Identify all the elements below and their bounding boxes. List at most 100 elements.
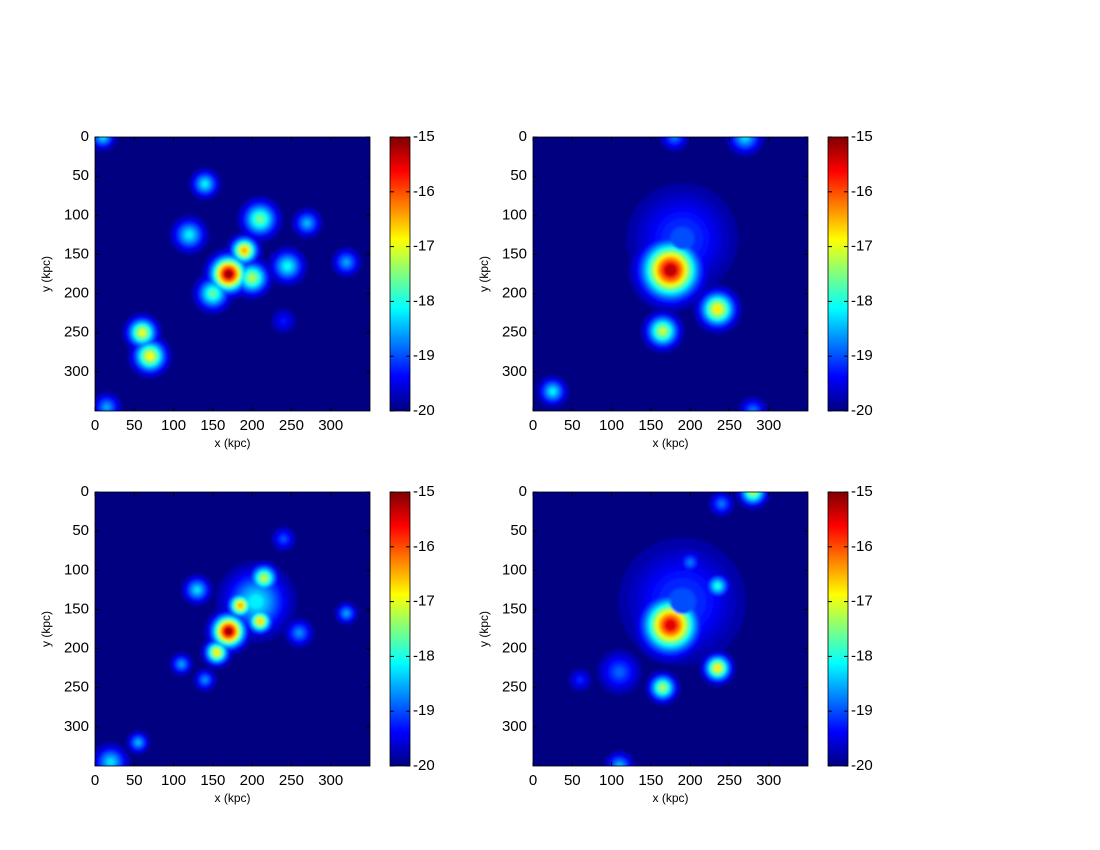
x-axis-label: x (kpc) bbox=[215, 791, 251, 805]
blob-core bbox=[179, 662, 184, 667]
axes-frame bbox=[532, 136, 809, 412]
colorbar-tick-label: -17 bbox=[851, 593, 873, 610]
colorbar-tick-label: -16 bbox=[413, 538, 435, 555]
heatmap bbox=[533, 492, 808, 766]
heatmap-field bbox=[95, 526, 359, 766]
x-tick-label: 250 bbox=[717, 417, 742, 434]
blob-core bbox=[719, 501, 725, 507]
heatmap-field bbox=[95, 137, 363, 411]
y-tick-label: 150 bbox=[502, 245, 527, 262]
heatmap bbox=[533, 137, 808, 411]
colorbar-tick-label: -17 bbox=[413, 238, 435, 255]
colorbar-tick-label: -18 bbox=[413, 292, 435, 309]
blob-core bbox=[214, 649, 220, 655]
colorbar-tick-label: -18 bbox=[851, 292, 873, 309]
blob-core bbox=[549, 388, 556, 395]
x-tick-label: 100 bbox=[161, 772, 186, 789]
blob-core bbox=[664, 619, 677, 631]
y-tick-label: 150 bbox=[502, 600, 527, 617]
colorbar-tick-label: -16 bbox=[851, 183, 873, 200]
colorbar-tick-label: -19 bbox=[851, 347, 873, 364]
x-tick-label: 50 bbox=[126, 772, 143, 789]
colorbar-tick-label: -15 bbox=[851, 483, 873, 500]
blob-core bbox=[248, 274, 256, 282]
blob-core bbox=[664, 264, 677, 277]
colorbar-tick-label: -20 bbox=[851, 757, 873, 774]
x-tick-label: 100 bbox=[599, 772, 624, 789]
blob-core bbox=[241, 247, 248, 254]
colorbar-tick-label: -19 bbox=[851, 702, 873, 719]
blob-core bbox=[304, 220, 310, 226]
blob-core bbox=[100, 137, 106, 140]
y-tick-label: 200 bbox=[64, 640, 89, 657]
y-tick-label: 200 bbox=[502, 640, 527, 657]
y-tick-label: 300 bbox=[64, 363, 89, 380]
colorbar-tick-label: -15 bbox=[413, 483, 435, 500]
heatmap-field bbox=[568, 492, 772, 766]
y-tick-label: 0 bbox=[519, 483, 527, 500]
x-tick-label: 100 bbox=[599, 417, 624, 434]
y-tick-label: 50 bbox=[510, 522, 527, 539]
y-tick-label: 0 bbox=[81, 483, 89, 500]
y-tick-label: 100 bbox=[502, 561, 527, 578]
axes-frame bbox=[94, 136, 371, 412]
blob-core bbox=[669, 589, 695, 615]
blob-core bbox=[714, 665, 721, 671]
blob-core bbox=[139, 329, 146, 336]
x-axis-label: x (kpc) bbox=[653, 791, 689, 805]
colorbar-tick-label: -19 bbox=[413, 347, 435, 364]
x-tick-label: 200 bbox=[678, 772, 703, 789]
blob-core bbox=[202, 181, 208, 187]
colorbar-tick-label: -20 bbox=[413, 402, 435, 419]
x-tick-label: 150 bbox=[638, 417, 663, 434]
y-tick-label: 0 bbox=[81, 128, 89, 145]
colorbar-tick-label: -17 bbox=[413, 593, 435, 610]
x-tick-label: 50 bbox=[126, 417, 143, 434]
y-tick-label: 100 bbox=[64, 206, 89, 223]
blob-core bbox=[209, 290, 217, 298]
heatmap bbox=[95, 137, 370, 411]
colorbar-tick-label: -20 bbox=[851, 402, 873, 419]
axes-frame bbox=[94, 491, 371, 767]
y-tick-label: 200 bbox=[502, 285, 527, 302]
blob-core bbox=[615, 667, 624, 677]
blob-core bbox=[185, 231, 193, 239]
y-axis-label: y (kpc) bbox=[39, 256, 53, 292]
colorbar bbox=[389, 136, 411, 412]
blob-core bbox=[659, 684, 666, 691]
colorbar-tick-label: -17 bbox=[851, 238, 873, 255]
blob-core bbox=[750, 408, 756, 411]
y-tick-label: 300 bbox=[64, 718, 89, 735]
x-tick-label: 250 bbox=[717, 772, 742, 789]
colorbar-tick-label: -15 bbox=[413, 128, 435, 145]
x-tick-label: 200 bbox=[678, 417, 703, 434]
x-tick-label: 300 bbox=[756, 417, 781, 434]
blob-core bbox=[687, 559, 693, 565]
blob-core bbox=[296, 630, 303, 636]
y-tick-label: 150 bbox=[64, 245, 89, 262]
blob-core bbox=[577, 677, 583, 683]
colorbar-tick-label: -16 bbox=[851, 538, 873, 555]
blob-core bbox=[284, 262, 291, 270]
x-tick-label: 50 bbox=[564, 772, 581, 789]
blob-core bbox=[280, 318, 287, 324]
x-tick-label: 50 bbox=[564, 417, 581, 434]
heatmap-field bbox=[535, 137, 769, 411]
y-tick-label: 0 bbox=[519, 128, 527, 145]
x-tick-label: 150 bbox=[200, 772, 225, 789]
x-tick-label: 250 bbox=[279, 772, 304, 789]
colorbar-tick-label: -19 bbox=[413, 702, 435, 719]
blob-core bbox=[202, 677, 208, 683]
x-tick-label: 150 bbox=[200, 417, 225, 434]
x-tick-label: 0 bbox=[91, 417, 99, 434]
x-tick-label: 150 bbox=[638, 772, 663, 789]
y-tick-label: 150 bbox=[64, 600, 89, 617]
y-tick-label: 250 bbox=[64, 324, 89, 341]
blob-core bbox=[103, 404, 110, 410]
y-tick-label: 300 bbox=[502, 718, 527, 735]
blob-core bbox=[741, 137, 749, 141]
x-axis-label: x (kpc) bbox=[653, 436, 689, 450]
blob-core bbox=[256, 215, 264, 223]
blob-core bbox=[671, 137, 678, 140]
